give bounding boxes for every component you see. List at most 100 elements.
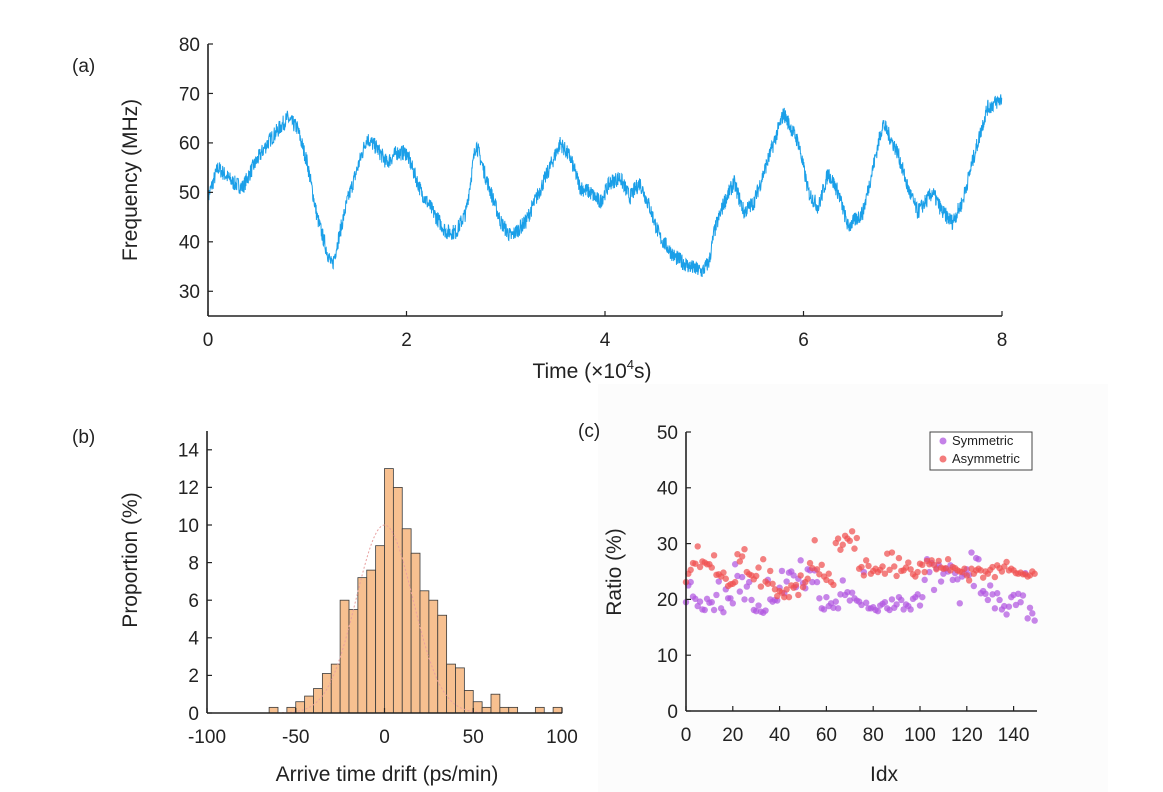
x-tick-label: -50 [282,727,309,748]
histogram-bar [330,663,341,714]
scatter-point-symmetric [1031,617,1038,624]
scatter-point-symmetric [823,593,830,601]
scatter-point-asymmetric [888,549,896,556]
scatter-point-asymmetric [774,592,781,600]
scatter-point-symmetric [809,578,816,586]
scatter-point-asymmetric [696,563,704,571]
histogram-bar [304,695,314,714]
scatter-point-asymmetric [783,586,790,593]
scatter-point-symmetric [755,602,762,609]
histogram-bar [490,693,501,714]
x-tick-label: 6 [798,330,809,351]
legend-marker-asymmetric [939,455,947,463]
y-tick-label: 30 [657,534,678,555]
scatter-point-asymmetric [741,545,748,553]
y-tick-label: 6 [188,591,199,612]
x-tick-label: 2 [401,330,412,351]
scatter-point-symmetric [753,607,760,615]
scatter-point-symmetric [926,568,933,576]
histogram-bar [410,552,421,714]
scatter-point-asymmetric [935,557,942,565]
scatter-point-symmetric [1012,601,1020,609]
scatter-point-symmetric [874,607,882,615]
scatter-point-symmetric [987,582,994,589]
scatter-point-asymmetric [846,537,853,545]
scatter-point-symmetric [790,572,797,579]
scatter-point-symmetric [736,588,744,595]
x-tick-label: 8 [997,330,1008,351]
scatter-point-asymmetric [692,560,699,567]
scatter-point-asymmetric [858,563,865,571]
histogram-bar [401,528,412,714]
scatter-point-symmetric [949,576,956,584]
legend-label-asymmetric: Asymmetric [952,451,1020,466]
scatter-point-symmetric [687,578,694,586]
scatter-point-asymmetric [804,575,811,582]
scatter-point-symmetric [996,596,1003,604]
panel-b-label: (b) [72,427,95,448]
y-tick-label: 4 [188,629,199,650]
scatter-point-asymmetric [720,569,727,576]
scatter-point-asymmetric [694,543,701,550]
panel-a-ticks: 0 2 4 6 8 30 40 50 60 70 80 [179,35,1007,351]
scatter-point-symmetric [774,597,781,604]
panel-c-ticks: 0 20 40 60 80 100 120 140 0 10 20 30 40 50 [657,423,1030,746]
scatter-point-asymmetric [865,562,872,570]
scatter-point-asymmetric [961,565,968,572]
scatter-point-symmetric [720,609,727,616]
scatter-point-symmetric [741,596,748,603]
scatter-point-asymmetric [811,537,818,544]
y-tick-label: 50 [179,183,200,204]
panel-a-x-axis-label: Time (×104s) [532,357,651,383]
y-tick-label: 20 [657,590,678,611]
panel-a: (a) 0 2 4 6 8 30 40 50 60 70 80 Time (×104s) Frequ… [72,35,1007,383]
scatter-point-asymmetric [731,578,739,586]
histogram-bar [508,706,519,714]
scatter-point-symmetric [834,605,842,612]
scatter-point-symmetric [862,599,870,606]
scatter-point-asymmetric [998,568,1006,575]
y-tick-label: 30 [179,282,200,303]
scatter-point-asymmetric [963,572,970,579]
scatter-point-symmetric [696,598,704,605]
scatter-point-symmetric [919,593,926,601]
scatter-point-asymmetric [825,570,832,577]
scatter-point-symmetric [921,576,928,584]
scatter-point-symmetric [701,606,708,614]
scatter-point-symmetric [832,598,839,605]
scatter-point-asymmetric [1031,570,1038,577]
scatter-point-asymmetric [830,581,837,589]
histogram-bar [428,599,439,714]
histogram-bar [472,701,483,714]
scatter-point-asymmetric [760,556,767,563]
histogram-bar [499,706,510,714]
histogram-bar [366,569,377,714]
scatter-point-symmetric [888,596,896,603]
scatter-point-asymmetric [799,583,807,591]
x-tick-label: -100 [188,727,226,748]
scatter-point-asymmetric [895,554,903,562]
histogram-bar [375,545,385,714]
scatter-point-asymmetric [687,566,694,574]
y-tick-label: 10 [657,646,678,667]
scatter-point-symmetric [982,590,989,598]
scatter-point-symmetric [844,588,851,596]
scatter-point-symmetric [738,573,746,581]
scatter-point-asymmetric [862,557,870,564]
scatter-point-symmetric [839,577,846,584]
scatter-point-asymmetric [785,593,793,601]
y-tick-label: 50 [657,423,678,444]
x-tick-label: 50 [463,727,484,748]
histogram-bar [295,701,306,714]
scatter-point-symmetric [954,576,961,583]
y-tick-label: 0 [188,704,199,725]
histogram-bar [463,690,474,714]
scatter-point-symmetric [968,549,975,556]
scatter-point-symmetric [708,598,715,606]
y-tick-label: 0 [667,702,678,723]
histogram-bar [437,614,448,714]
histogram-bar [534,706,545,714]
scatter-point-asymmetric [860,572,868,579]
scatter-point-symmetric [984,596,992,604]
scatter-point-symmetric [813,578,821,586]
